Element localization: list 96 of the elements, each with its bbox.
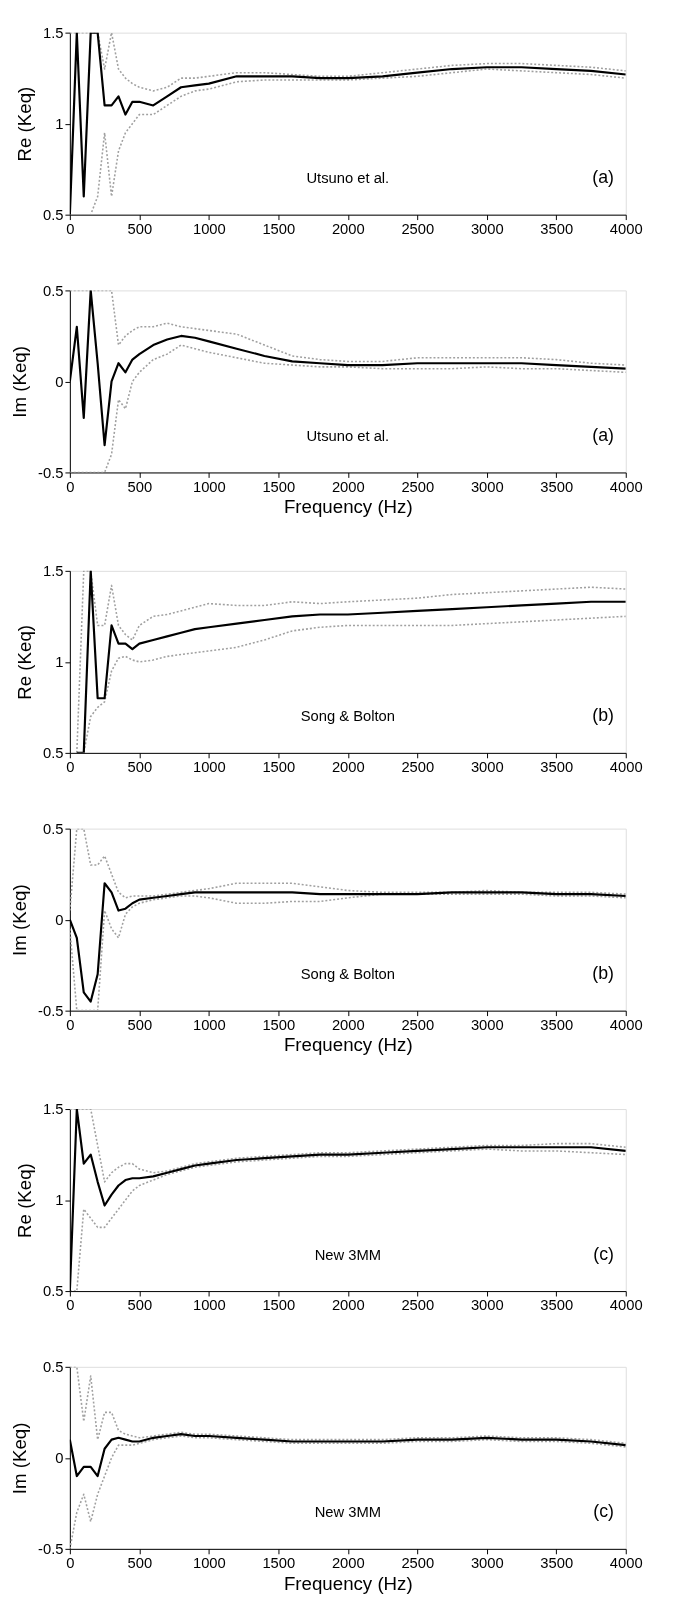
x-tick-label: 4000 <box>609 220 643 237</box>
annotation: Song & Bolton <box>300 966 395 983</box>
x-tick-label: 1000 <box>192 478 226 495</box>
x-tick-label: 3000 <box>470 1555 504 1572</box>
x-tick-label: 2500 <box>401 478 435 495</box>
y-tick-label: 1 <box>55 116 64 133</box>
x-tick-label: 1000 <box>192 1016 226 1033</box>
x-tick-label: 2000 <box>331 1016 365 1033</box>
x-tick-label: 0 <box>66 1297 75 1314</box>
annotation: (b) <box>592 963 614 984</box>
x-tick-label: 1000 <box>192 759 226 776</box>
x-tick-label: 3500 <box>540 220 574 237</box>
y-tick-label: 0.5 <box>42 207 64 224</box>
x-tick-label: 2000 <box>331 220 365 237</box>
y-axis-title: Im (Keq) <box>9 884 31 956</box>
x-tick-label: 500 <box>127 1016 153 1033</box>
x-tick-label: 1500 <box>262 759 296 776</box>
x-tick-label: 1000 <box>192 1297 226 1314</box>
x-tick-label: 1000 <box>192 220 226 237</box>
annotation: Song & Bolton <box>300 708 395 725</box>
x-tick-label: 3500 <box>540 1555 574 1572</box>
y-tick-label: 0.5 <box>42 282 64 299</box>
x-tick-label: 0 <box>66 1016 75 1033</box>
annotation: New 3MM <box>314 1246 382 1263</box>
x-tick-label: 4000 <box>609 759 643 776</box>
x-tick-label: 2000 <box>331 478 365 495</box>
x-tick-label: 500 <box>127 1555 153 1572</box>
x-tick-label: 500 <box>127 759 153 776</box>
x-tick-label: 4000 <box>609 478 643 495</box>
x-tick-label: 500 <box>127 1297 153 1314</box>
x-tick-label: 0 <box>66 478 75 495</box>
annotation: (a) <box>592 167 614 188</box>
x-tick-label: 1500 <box>262 220 296 237</box>
y-tick-label: 0.5 <box>42 745 64 762</box>
annotation: (b) <box>592 705 614 726</box>
x-tick-label: 1500 <box>262 1016 296 1033</box>
x-tick-label: 3000 <box>470 759 504 776</box>
y-tick-label: 1 <box>55 654 64 671</box>
y-tick-label: 1.5 <box>42 1101 64 1118</box>
y-axis-title: Im (Keq) <box>9 1422 31 1495</box>
annotation: (c) <box>593 1501 614 1522</box>
y-tick-label: 0 <box>55 912 64 929</box>
y-tick-label: -0.5 <box>38 464 64 481</box>
x-tick-label: 2500 <box>401 220 435 237</box>
x-tick-label: 0 <box>66 1555 75 1572</box>
x-tick-label: 0 <box>66 759 75 776</box>
x-tick-label: 3500 <box>540 759 574 776</box>
x-tick-label: 1500 <box>262 1297 296 1314</box>
y-axis-title: Re (Keq) <box>14 86 36 162</box>
line-series <box>69 1366 626 1445</box>
x-tick-label: 2000 <box>331 1555 365 1572</box>
x-tick-label: 2000 <box>331 759 365 776</box>
y-tick-label: 0.5 <box>42 1283 64 1300</box>
y-tick-label: -0.5 <box>38 1541 64 1558</box>
x-tick-label: 4000 <box>609 1016 643 1033</box>
annotation: New 3MM <box>314 1504 382 1521</box>
y-tick-label: 1.5 <box>42 25 64 42</box>
x-tick-label: 2500 <box>401 1555 435 1572</box>
x-tick-label: 3500 <box>540 1016 574 1033</box>
x-axis-title: Frequency (Hz) <box>283 1034 413 1056</box>
annotation: (c) <box>593 1243 614 1264</box>
y-axis-title: Re (Keq) <box>14 624 36 700</box>
y-axis-title: Im (Keq) <box>9 346 31 418</box>
annotation: Utsuno et al. <box>306 427 390 444</box>
annotation: (a) <box>592 424 614 445</box>
x-axis-title: Frequency (Hz) <box>283 496 413 518</box>
x-tick-label: 4000 <box>609 1555 643 1572</box>
x-tick-label: 3000 <box>470 1016 504 1033</box>
x-tick-label: 500 <box>127 478 153 495</box>
x-tick-label: 500 <box>127 220 153 237</box>
x-tick-label: 2500 <box>401 1016 435 1033</box>
x-tick-label: 3000 <box>470 220 504 237</box>
y-tick-label: 0 <box>55 1450 64 1467</box>
x-tick-label: 3500 <box>540 1297 574 1314</box>
annotation: Utsuno et al. <box>306 170 390 187</box>
y-tick-label: 0.5 <box>42 1359 64 1376</box>
x-tick-label: 2500 <box>401 1297 435 1314</box>
x-tick-label: 1000 <box>192 1555 226 1572</box>
x-tick-label: 1500 <box>262 1555 296 1572</box>
x-axis-title: Frequency (Hz) <box>283 1572 413 1594</box>
x-tick-label: 3000 <box>470 1297 504 1314</box>
y-tick-label: 0.5 <box>42 821 64 838</box>
x-tick-label: 4000 <box>609 1297 643 1314</box>
y-tick-label: 1 <box>55 1192 64 1209</box>
x-tick-label: 0 <box>66 220 75 237</box>
x-tick-label: 2000 <box>331 1297 365 1314</box>
x-tick-label: 1500 <box>262 478 296 495</box>
y-tick-label: 0 <box>55 373 64 390</box>
x-tick-label: 3500 <box>540 478 574 495</box>
x-tick-label: 2500 <box>401 759 435 776</box>
y-tick-label: 1.5 <box>42 563 64 580</box>
x-tick-label: 3000 <box>470 478 504 495</box>
line-series <box>69 828 626 912</box>
line-series <box>69 1109 626 1183</box>
y-axis-title: Re (Keq) <box>14 1163 36 1238</box>
y-tick-label: -0.5 <box>38 1003 64 1020</box>
